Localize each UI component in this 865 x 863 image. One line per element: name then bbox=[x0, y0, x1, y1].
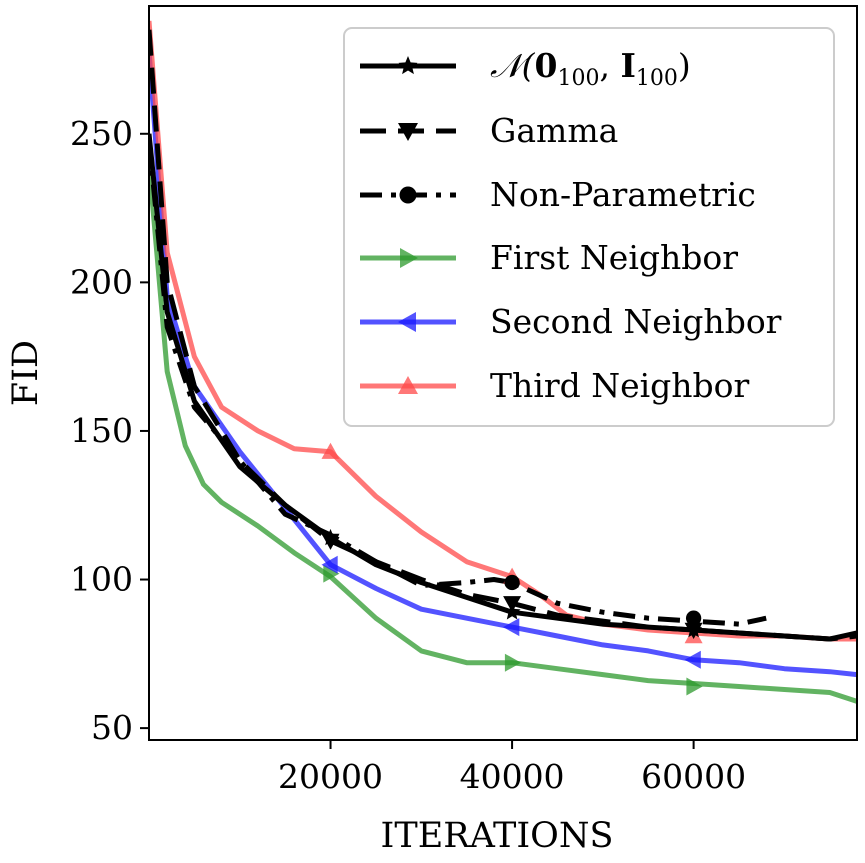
data-point-third-neighbor bbox=[321, 442, 340, 459]
series-layer bbox=[149, 20, 857, 704]
legend-label: First Neighbor bbox=[490, 238, 738, 277]
data-point-first-neighbor bbox=[686, 677, 703, 696]
y-tick-label: 200 bbox=[70, 262, 133, 301]
data-point-gamma bbox=[684, 622, 703, 639]
data-point-second-neighbor bbox=[321, 555, 338, 574]
legend-label: 𝒩(0100, I100) bbox=[490, 46, 691, 91]
y-tick-label: 100 bbox=[70, 560, 133, 599]
legend-entry-gamma: Gamma bbox=[360, 111, 618, 150]
y-tick-label: 250 bbox=[70, 114, 133, 153]
legend-label: Second Neighbor bbox=[490, 302, 782, 341]
data-point-non-parametric bbox=[685, 610, 702, 626]
x-axis-title: ITERATIONS bbox=[381, 816, 614, 856]
y-axis-title: FID bbox=[6, 340, 46, 406]
legend-marker bbox=[400, 248, 418, 268]
legend-entry-first-neighbor: First Neighbor bbox=[360, 238, 738, 277]
legend-marker bbox=[398, 376, 418, 394]
y-tick-label: 150 bbox=[70, 411, 133, 450]
legend-marker bbox=[399, 186, 417, 204]
x-tick-label: 60000 bbox=[641, 757, 746, 796]
data-point-first-neighbor bbox=[504, 653, 522, 672]
series-line-second-neighbor bbox=[149, 50, 857, 678]
y-tick-label: 50 bbox=[91, 708, 133, 747]
data-point-first-neighbor bbox=[323, 564, 340, 583]
legend-entry-third-neighbor: Third Neighbor bbox=[360, 366, 750, 405]
marker-layer bbox=[321, 442, 703, 696]
legend-box bbox=[343, 27, 835, 427]
data-point-second-neighbor bbox=[503, 618, 520, 637]
data-point-gamma bbox=[321, 533, 340, 550]
series-line-third-neighbor bbox=[149, 20, 857, 642]
plot-frame bbox=[148, 5, 858, 741]
x-tick-label: 40000 bbox=[460, 757, 565, 796]
legend-entry-second-neighbor: Second Neighbor bbox=[360, 302, 782, 341]
legend-marker bbox=[398, 312, 416, 332]
legend: 𝒩(0100, I100) Gamma Non-Parametric First Ne… bbox=[343, 27, 835, 427]
legend-label: Gamma bbox=[490, 111, 618, 150]
data-point-gamma bbox=[503, 596, 522, 613]
x-tick-label: 20000 bbox=[278, 757, 383, 796]
y-axis: 50 100 150 200 250 bbox=[70, 114, 149, 747]
legend-label: Third Neighbor bbox=[490, 366, 750, 405]
x-axis: 20000 40000 60000 bbox=[278, 740, 746, 796]
legend-marker bbox=[398, 56, 418, 75]
data-point-second-neighbor bbox=[684, 650, 701, 669]
legend-entry-n-0-100-i-100: 𝒩(0100, I100) bbox=[360, 46, 691, 91]
legend-marker bbox=[398, 123, 418, 141]
legend-label: Non-Parametric bbox=[490, 175, 756, 214]
data-point-non-parametric bbox=[504, 574, 520, 591]
series-line-first-neighbor bbox=[149, 163, 857, 704]
series-line-non-parametric bbox=[149, 139, 767, 627]
legend-entry-non-parametric: Non-Parametric bbox=[360, 175, 756, 214]
